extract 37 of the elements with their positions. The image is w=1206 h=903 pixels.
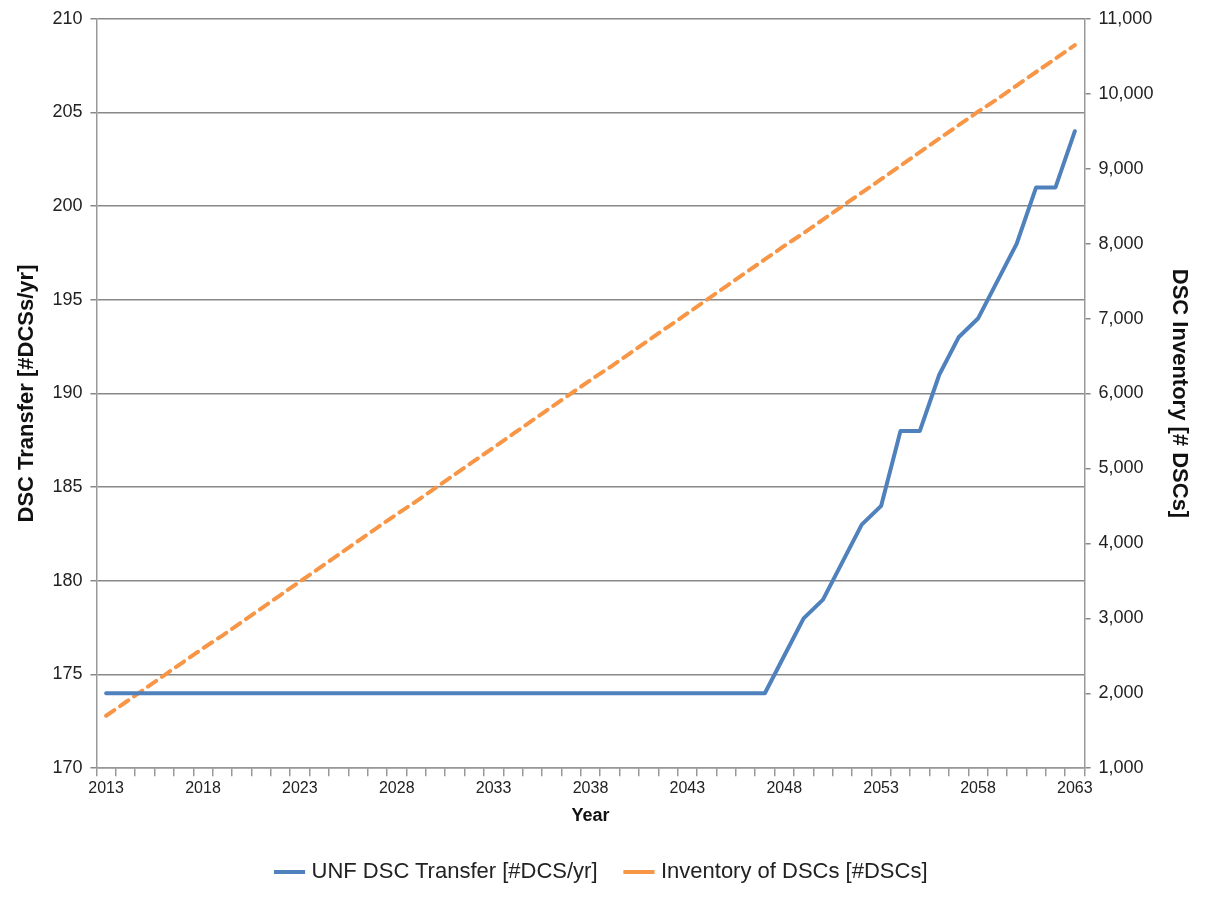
x-tick-label: 2013 bbox=[88, 779, 125, 797]
y2-tick-label: 3,000 bbox=[1098, 607, 1144, 628]
y2-axis-title: DSC Inventory [# DSCs] bbox=[1167, 268, 1193, 519]
x-axis-title: Year bbox=[571, 805, 610, 826]
y-tick-label: 175 bbox=[52, 663, 83, 684]
legend-label: Inventory of DSCs [#DSCs] bbox=[660, 858, 928, 884]
x-tick-label: 2053 bbox=[863, 779, 900, 797]
y-tick-label: 185 bbox=[52, 476, 83, 497]
x-tick-label: 2038 bbox=[572, 779, 609, 797]
y-tick-label: 170 bbox=[52, 757, 83, 778]
legend-label: UNF DSC Transfer [#DCS/yr] bbox=[311, 858, 598, 884]
y-tick-label: 210 bbox=[52, 7, 83, 28]
x-tick-label: 2043 bbox=[669, 779, 706, 797]
y-tick-label: 195 bbox=[52, 288, 83, 309]
x-tick-label: 2018 bbox=[185, 779, 221, 797]
y2-tick-label: 9,000 bbox=[1098, 157, 1144, 178]
y-tick-label: 205 bbox=[52, 101, 83, 122]
y-axis-title: DSC Transfer [#DCSs/yr] bbox=[13, 264, 39, 523]
x-tick-label: 2023 bbox=[282, 779, 318, 797]
x-tick-label: 2048 bbox=[766, 779, 803, 797]
x-tick-label: 2058 bbox=[960, 779, 996, 797]
y2-tick-label: 10,000 bbox=[1098, 82, 1154, 103]
y2-tick-label: 5,000 bbox=[1098, 457, 1144, 478]
y2-tick-label: 8,000 bbox=[1098, 232, 1144, 253]
y2-tick-label: 11,000 bbox=[1098, 7, 1153, 28]
y2-tick-label: 2,000 bbox=[1098, 682, 1144, 703]
y2-tick-label: 1,000 bbox=[1098, 757, 1144, 778]
y-tick-label: 180 bbox=[52, 569, 83, 590]
y-tick-label: 190 bbox=[52, 382, 83, 403]
y2-tick-label: 4,000 bbox=[1098, 532, 1144, 553]
y2-tick-label: 7,000 bbox=[1098, 307, 1144, 328]
y-tick-label: 200 bbox=[52, 195, 83, 216]
y2-tick-label: 6,000 bbox=[1098, 382, 1144, 403]
line-series bbox=[104, 43, 1077, 718]
x-tick-label: 2028 bbox=[378, 779, 415, 797]
x-tick-label: 2063 bbox=[1057, 779, 1093, 797]
x-tick-label: 2033 bbox=[475, 779, 512, 797]
